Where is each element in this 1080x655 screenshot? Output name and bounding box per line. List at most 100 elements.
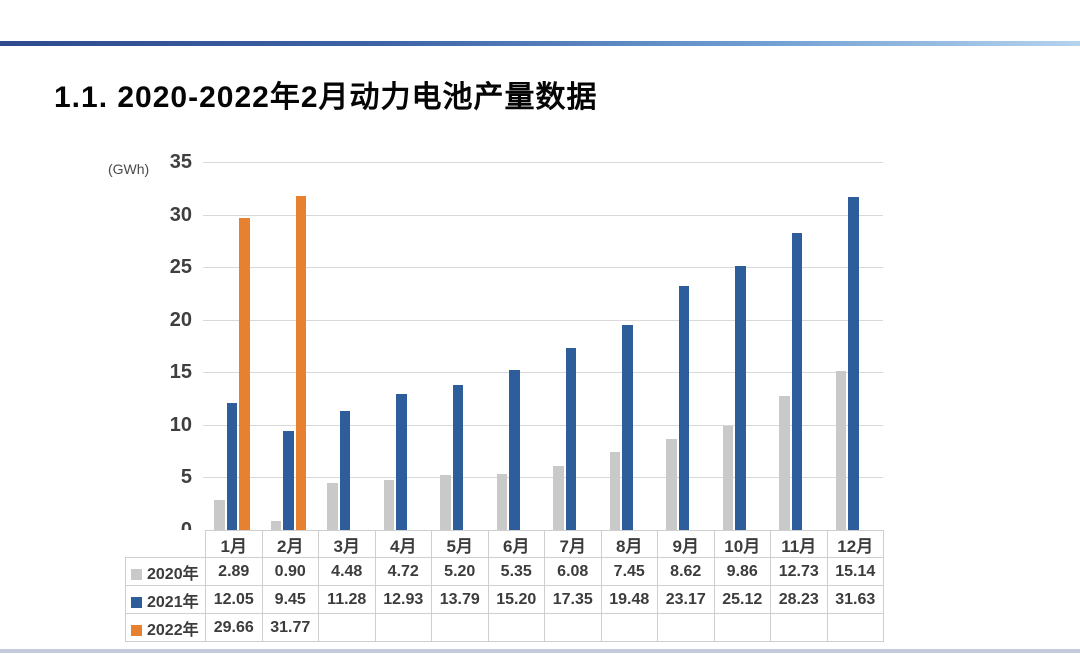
- value-cell-2021年-5月: 13.79: [431, 585, 489, 614]
- month-header-6月: 6月: [487, 530, 545, 558]
- value-cell-2021年-9月: 23.17: [657, 585, 715, 614]
- value-cell-2020年-6月: 5.35: [487, 557, 545, 586]
- table-corner-cell: [125, 530, 206, 558]
- value-cell-2020年-4月: 4.72: [374, 557, 432, 586]
- value-cell-2021年-8月: 19.48: [600, 585, 658, 614]
- bar-2020年-3月: [327, 482, 338, 530]
- y-tick-label-35: 35: [169, 151, 192, 173]
- bar-2020年-2月: [270, 520, 281, 530]
- value-cell-2021年-2月: 9.45: [261, 585, 319, 614]
- bar-2020年-1月: [214, 499, 225, 530]
- legend-swatch-2021年: [131, 596, 142, 608]
- value-cell-2022年-10月: [713, 613, 771, 642]
- bar-2021年-5月: [452, 385, 463, 530]
- y-tick-label-5: 5: [180, 466, 192, 489]
- y-tick-label-20: 20: [169, 308, 192, 331]
- value-cell-2021年-1月: 12.05: [205, 585, 263, 614]
- gridline-15: [203, 372, 883, 374]
- bar-2020年-9月: [666, 439, 677, 530]
- month-header-4月: 4月: [374, 530, 432, 558]
- bar-2021年-7月: [565, 347, 576, 530]
- bar-2021年-10月: [735, 265, 746, 530]
- bar-2021年-11月: [791, 233, 802, 530]
- y-tick-label-10: 10: [169, 413, 192, 436]
- value-cell-2020年-7月: 6.08: [544, 557, 602, 586]
- bar-2020年-7月: [553, 466, 564, 530]
- value-cell-2022年-5月: [431, 613, 489, 642]
- bar-2020年-12月: [835, 370, 846, 530]
- value-cell-2022年-1月: 29.66: [205, 613, 263, 642]
- month-header-11月: 11月: [770, 530, 828, 558]
- month-header-2月: 2月: [261, 530, 319, 558]
- value-cell-2021年-6月: 15.20: [487, 585, 545, 614]
- y-tick-label-30: 30: [169, 203, 192, 226]
- bar-2021年-1月: [226, 403, 237, 530]
- bar-2020年-10月: [722, 426, 733, 530]
- value-cell-2020年-8月: 7.45: [600, 557, 658, 586]
- month-header-8月: 8月: [600, 530, 658, 558]
- chart-plot-area: [205, 162, 883, 530]
- bar-2021年-6月: [509, 370, 520, 530]
- value-cell-2022年-2月: 31.77: [261, 613, 319, 642]
- month-header-9月: 9月: [657, 530, 715, 558]
- y-tick-label-15: 15: [169, 361, 192, 384]
- value-cell-2020年-11月: 12.73: [770, 557, 828, 586]
- page-title: 1.1. 2020-2022年2月动力电池产量数据: [54, 81, 598, 114]
- value-cell-2022年-3月: [318, 613, 376, 642]
- bar-2022年-2月: [295, 195, 306, 530]
- bar-2020年-8月: [609, 451, 620, 530]
- value-cell-2020年-12月: 15.14: [826, 557, 884, 586]
- table-row-2021年: 2021年 12.05 9.45 11.28 12.93 13.79 15.20 17.35 1…: [125, 585, 884, 614]
- legend-row-header-2022年: 2022年: [125, 613, 206, 642]
- month-header-7月: 7月: [544, 530, 602, 558]
- value-cell-2020年-2月: 0.90: [261, 557, 319, 586]
- gridline-10: [203, 424, 883, 426]
- bottom-divider-rule: [0, 649, 1080, 653]
- month-header-1月: 1月: [205, 530, 263, 558]
- value-cell-2021年-3月: 11.28: [318, 585, 376, 614]
- top-divider-rule: [0, 41, 1080, 46]
- gridline-30: [203, 214, 883, 216]
- legend-swatch-2022年: [131, 624, 142, 636]
- value-cell-2021年-7月: 17.35: [544, 585, 602, 614]
- value-cell-2022年-11月: [770, 613, 828, 642]
- gridline-35: [203, 162, 883, 163]
- value-cell-2022年-9月: [657, 613, 715, 642]
- value-cell-2021年-12月: 31.63: [826, 585, 884, 614]
- value-cell-2020年-1月: 2.89: [205, 557, 263, 586]
- month-header-12月: 12月: [826, 530, 884, 558]
- value-cell-2020年-5月: 5.20: [431, 557, 489, 586]
- month-header-5月: 5月: [431, 530, 489, 558]
- value-cell-2021年-4月: 12.93: [374, 585, 432, 614]
- value-cell-2022年-6月: [487, 613, 545, 642]
- legend-row-header-2020年: 2020年: [125, 557, 206, 586]
- value-cell-2021年-10月: 25.12: [713, 585, 771, 614]
- legend-row-header-2021年: 2021年: [125, 585, 206, 614]
- bar-2021年-8月: [622, 325, 633, 530]
- gridline-5: [203, 477, 883, 479]
- y-axis-unit-label: (GWh): [108, 161, 150, 177]
- bar-2022年-1月: [239, 218, 250, 530]
- value-cell-2020年-9月: 8.62: [657, 557, 715, 586]
- bar-2020年-6月: [496, 473, 507, 530]
- bar-2021年-4月: [396, 394, 407, 530]
- gridline-25: [203, 267, 883, 269]
- gridline-20: [203, 319, 883, 321]
- table-row-2022年: 2022年 29.66 31.77: [125, 613, 884, 642]
- value-cell-2022年-4月: [374, 613, 432, 642]
- value-cell-2021年-11月: 28.23: [770, 585, 828, 614]
- chart-data-table: 1月 2月 3月 4月 5月 6月 7月 8月 9月 10月 11月 12月 2020年 2.89 0.90…: [125, 530, 884, 642]
- month-header-3月: 3月: [318, 530, 376, 558]
- bar-2020年-4月: [383, 480, 394, 530]
- y-tick-label-25: 25: [169, 256, 192, 279]
- bar-2021年-2月: [283, 430, 294, 530]
- value-cell-2020年-10月: 9.86: [713, 557, 771, 586]
- bar-2020年-11月: [779, 396, 790, 530]
- value-cell-2022年-12月: [826, 613, 884, 642]
- value-cell-2022年-8月: [600, 613, 658, 642]
- legend-swatch-2020年: [131, 568, 142, 580]
- value-cell-2020年-3月: 4.48: [318, 557, 376, 586]
- bar-2021年-3月: [339, 411, 350, 530]
- bar-2021年-12月: [848, 197, 859, 530]
